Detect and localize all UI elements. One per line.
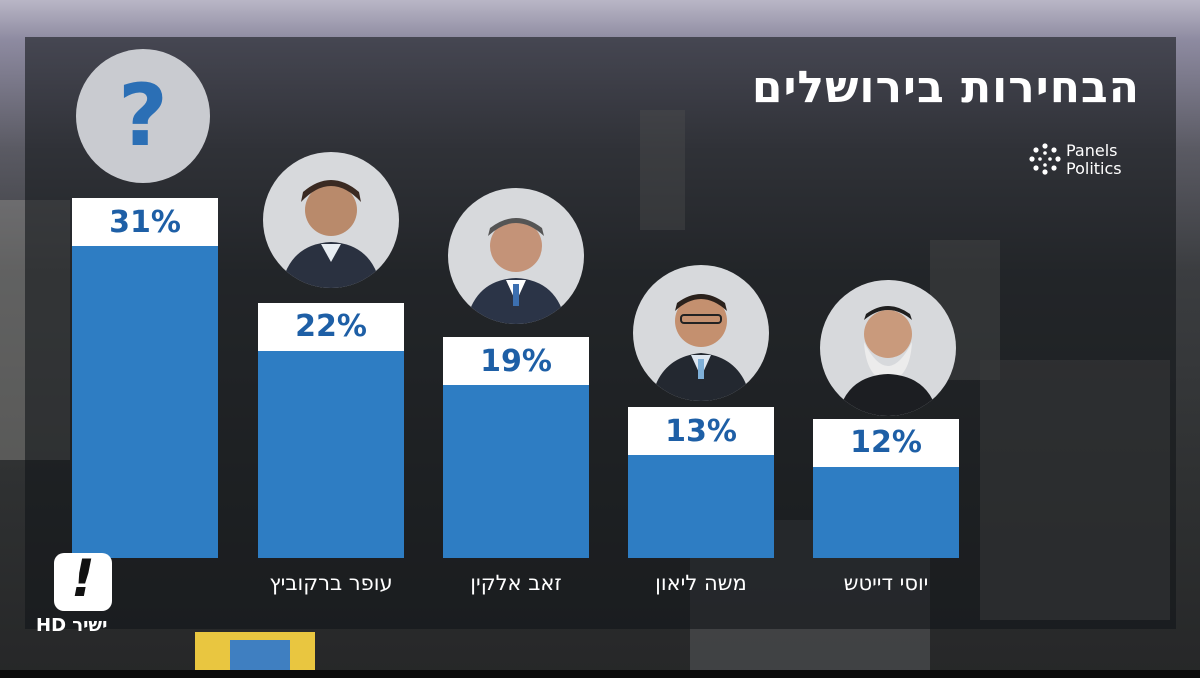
bar xyxy=(72,198,218,558)
bar-value-label: 31% xyxy=(72,198,218,246)
channel-logo: ! ישיר HD xyxy=(36,549,134,638)
candidate-name: זאב אלקין xyxy=(470,571,562,595)
panels-logo-line2: Politics xyxy=(1066,159,1122,178)
candidate-name: יוסי דייטש xyxy=(843,571,929,595)
panels-politics-logo: Panels Politics xyxy=(1028,140,1148,184)
background-roof xyxy=(230,640,290,670)
bar-value-label: 22% xyxy=(258,302,404,351)
candidate-name: עופר ברקוביץ xyxy=(269,571,393,595)
bottom-strip xyxy=(0,670,1200,678)
bar-value-label: 13% xyxy=(628,407,774,456)
candidate-photo-lion xyxy=(633,265,769,401)
candidate-photo-berkovitch xyxy=(263,152,399,288)
channel-mark: ! xyxy=(71,549,95,609)
unknown-candidate-icon: ? xyxy=(76,49,210,183)
candidate-name: משה ליאון xyxy=(655,571,747,595)
candidate-photo-deitch xyxy=(820,280,956,416)
panels-logo-line1: Panels xyxy=(1066,141,1118,160)
panels-logo-icon xyxy=(1029,143,1061,175)
chart-title: הבחירות בירושלים xyxy=(751,62,1140,113)
candidate-photo-elkin xyxy=(448,188,584,324)
channel-name: ישיר HD xyxy=(36,615,108,636)
bar-value-label: 12% xyxy=(813,418,959,467)
bar-value-label: 19% xyxy=(443,337,589,386)
exclamation-icon: ! xyxy=(54,549,112,611)
